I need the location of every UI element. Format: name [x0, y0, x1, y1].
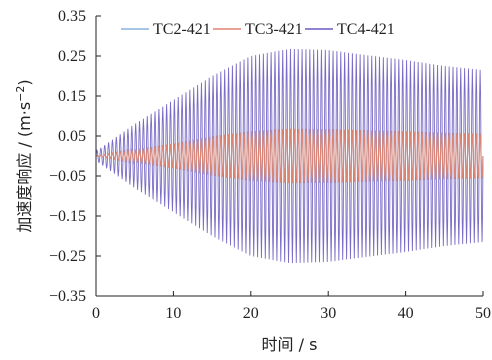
y-axis-title: 加速度响应 / (m·s−2)	[14, 79, 34, 232]
x-tick-label: 40	[398, 305, 414, 322]
legend-label-tc2-421: TC2-421	[153, 21, 211, 38]
y-tick-label: −0.05	[49, 168, 86, 185]
x-tick-label: 30	[320, 305, 336, 322]
y-tick-label: −0.25	[49, 248, 86, 265]
tick-labels: 0 10 20 30 40 50 0.35 0.25 0.15 0.05 −0.05 −0.15 −0.…	[49, 8, 491, 322]
x-tick-label: 10	[165, 305, 181, 322]
axes	[95, 15, 484, 297]
y-tick-label: −0.35	[49, 288, 86, 305]
x-tick-label: 0	[92, 305, 100, 322]
x-tick-label: 20	[243, 305, 259, 322]
y-tick-label: 0.25	[58, 48, 86, 65]
x-axis-title: 时间 / s	[262, 335, 318, 354]
plot-series	[95, 48, 484, 264]
legend-label-tc3-421: TC3-421	[245, 21, 303, 38]
y-axis-title-close: )	[15, 79, 34, 85]
series-line-tc3-421	[95, 128, 484, 184]
y-tick-label: 0.05	[58, 128, 86, 145]
y-axis-title-main: 加速度响应 / (m·s	[15, 102, 34, 233]
y-axis-title-exponent: −2	[14, 86, 27, 102]
y-tick-label: 0.35	[58, 8, 86, 25]
y-tick-label: 0.15	[58, 88, 86, 105]
x-tick-label: 50	[475, 305, 491, 322]
legend-label-tc4-421: TC4-421	[337, 21, 395, 38]
y-tick-label: −0.15	[49, 208, 86, 225]
legend: TC2-421 TC3-421 TC4-421	[121, 21, 395, 38]
